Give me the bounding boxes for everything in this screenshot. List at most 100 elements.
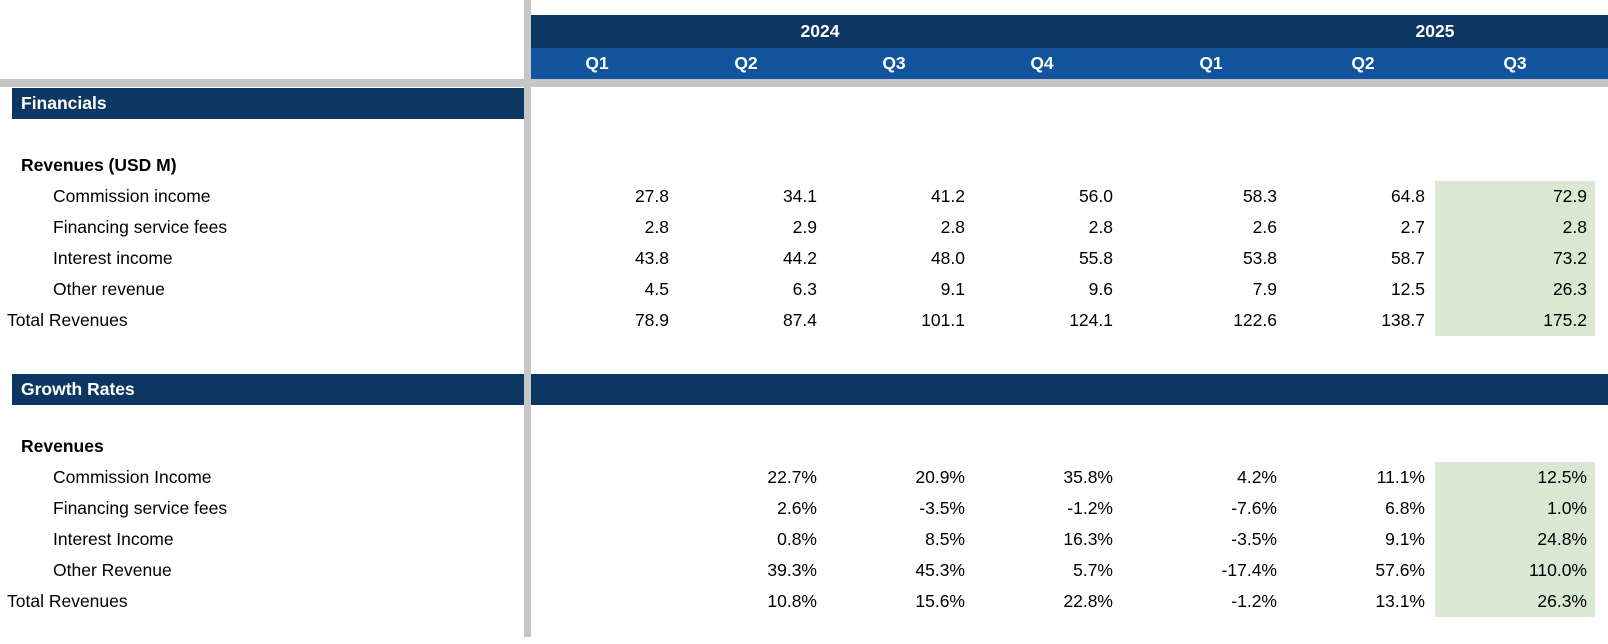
cell[interactable]: 41.2 (930, 186, 965, 206)
row-label[interactable]: Commission Income (53, 467, 212, 487)
cell[interactable]: 55.8 (1078, 248, 1113, 268)
cell[interactable]: 73.2 (1552, 248, 1587, 268)
cell[interactable]: 9.1% (1385, 529, 1425, 549)
cell[interactable]: 35.8% (1063, 467, 1113, 487)
cell[interactable]: -3.5% (1231, 529, 1277, 549)
cell[interactable] (531, 493, 679, 524)
quarter-header-2025-q3[interactable]: Q3 (1503, 53, 1527, 73)
row-label[interactable]: Total Revenues (7, 591, 128, 611)
cell[interactable]: 20.9% (915, 467, 965, 487)
section-header-financials[interactable]: Financials (12, 88, 524, 119)
cell[interactable]: 64.8 (1390, 186, 1425, 206)
cell[interactable]: 4.5 (644, 279, 669, 299)
quarter-header-band: Q1 Q2 Q3 Q4 Q1 Q2 Q3 (531, 48, 1608, 79)
table-row: Revenues (0, 431, 1608, 462)
cell[interactable]: 22.7% (767, 467, 817, 487)
cell[interactable]: 124.1 (1069, 310, 1113, 330)
cell[interactable]: 78.9 (634, 310, 669, 330)
frozen-column-divider[interactable] (524, 0, 531, 637)
year-2025-header[interactable]: 2025 (1415, 21, 1455, 41)
cell[interactable]: -1.2% (1231, 591, 1277, 611)
cell[interactable]: 2.6% (777, 498, 817, 518)
highlight-column-financials (1435, 181, 1595, 336)
cell[interactable]: 58.7 (1390, 248, 1425, 268)
row-label[interactable]: Other revenue (53, 279, 165, 299)
cell[interactable]: 175.2 (1543, 310, 1587, 330)
quarter-header-2024-q1[interactable]: Q1 (585, 53, 609, 73)
cell[interactable]: -7.6% (1231, 498, 1277, 518)
cell[interactable]: -3.5% (919, 498, 965, 518)
quarter-header-2024-q4[interactable]: Q4 (1030, 53, 1054, 73)
row-label[interactable]: Financing service fees (53, 498, 228, 518)
row-label[interactable]: Revenues (21, 436, 104, 456)
cell[interactable]: 72.9 (1552, 186, 1587, 206)
cell[interactable]: 9.1 (940, 279, 965, 299)
cell[interactable] (531, 462, 679, 493)
row-label[interactable]: Other Revenue (53, 560, 172, 580)
section-header-growth[interactable]: Growth Rates (12, 374, 524, 405)
cell[interactable]: 9.6 (1088, 279, 1113, 299)
cell[interactable]: 53.8 (1242, 248, 1277, 268)
cell[interactable]: 26.3 (1552, 279, 1587, 299)
cell[interactable]: 2.8 (644, 217, 669, 237)
cell[interactable]: 57.6% (1375, 560, 1425, 580)
cell[interactable]: 2.9 (792, 217, 817, 237)
cell[interactable]: 6.3 (792, 279, 817, 299)
cell[interactable]: -17.4% (1221, 560, 1277, 580)
cell[interactable] (531, 586, 679, 617)
cell[interactable]: 22.8% (1063, 591, 1113, 611)
cell[interactable]: 5.7% (1073, 560, 1113, 580)
quarter-header-2024-q3[interactable]: Q3 (882, 53, 906, 73)
cell[interactable]: 26.3% (1537, 591, 1587, 611)
row-label[interactable]: Interest income (53, 248, 173, 268)
cell[interactable]: 122.6 (1233, 310, 1277, 330)
cell[interactable]: 24.8% (1537, 529, 1587, 549)
row-label[interactable]: Financing service fees (53, 217, 228, 237)
row-label[interactable]: Revenues (USD M) (21, 155, 177, 175)
cell[interactable]: 16.3% (1063, 529, 1113, 549)
cell[interactable]: 48.0 (930, 248, 965, 268)
cell[interactable]: 4.2% (1237, 467, 1277, 487)
cell[interactable]: 110.0% (1528, 560, 1587, 580)
year-2024-header[interactable]: 2024 (800, 21, 840, 41)
cell[interactable]: 10.8% (767, 591, 817, 611)
cell[interactable] (531, 524, 679, 555)
cell[interactable]: 45.3% (915, 560, 965, 580)
cell[interactable]: -1.2% (1067, 498, 1113, 518)
cell[interactable]: 2.6 (1252, 217, 1277, 237)
cell[interactable] (531, 555, 679, 586)
cell[interactable]: 39.3% (767, 560, 817, 580)
quarter-header-2025-q1[interactable]: Q1 (1199, 53, 1223, 73)
row-label[interactable]: Total Revenues (7, 310, 128, 330)
cell[interactable]: 12.5% (1537, 467, 1587, 487)
cell[interactable]: 2.8 (940, 217, 965, 237)
cell[interactable]: 12.5 (1390, 279, 1425, 299)
cell[interactable]: 56.0 (1078, 186, 1113, 206)
cell[interactable]: 2.8 (1562, 217, 1587, 237)
cell[interactable]: 138.7 (1381, 310, 1425, 330)
cell[interactable]: 58.3 (1242, 186, 1277, 206)
cell[interactable]: 34.1 (782, 186, 817, 206)
cell[interactable]: 27.8 (634, 186, 669, 206)
cell[interactable]: 7.9 (1252, 279, 1277, 299)
cell[interactable]: 43.8 (634, 248, 669, 268)
cell[interactable]: 2.7 (1400, 217, 1425, 237)
cell[interactable]: 101.1 (921, 310, 965, 330)
cell[interactable]: 15.6% (915, 591, 965, 611)
cell[interactable]: 11.1% (1376, 467, 1425, 487)
cell[interactable]: 87.4 (782, 310, 817, 330)
cell[interactable]: 6.8% (1385, 498, 1425, 518)
row-label[interactable]: Interest Income (53, 529, 174, 549)
cell[interactable]: 8.5% (925, 529, 965, 549)
cell[interactable]: 0.8% (777, 529, 817, 549)
quarter-header-2024-q2[interactable]: Q2 (734, 53, 758, 73)
quarter-header-2025-q2[interactable]: Q2 (1351, 53, 1375, 73)
frozen-row-divider[interactable] (0, 79, 1608, 87)
cell[interactable]: 2.8 (1088, 217, 1113, 237)
cell[interactable]: 44.2 (782, 248, 817, 268)
cell[interactable]: 13.1% (1375, 591, 1425, 611)
growth-rows: Revenues Commission Income 22.7% 20.9% 35.8%… (0, 431, 1608, 617)
cell[interactable]: 1.0% (1547, 498, 1587, 518)
row-label[interactable]: Commission income (53, 186, 211, 206)
